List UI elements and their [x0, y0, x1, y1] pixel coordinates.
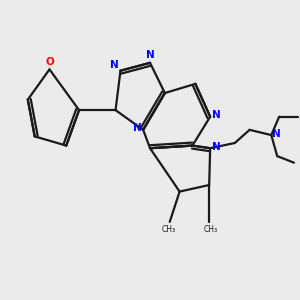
Text: N: N	[110, 60, 119, 70]
Text: CH₃: CH₃	[204, 225, 218, 234]
Text: N: N	[133, 123, 142, 133]
Text: N: N	[212, 142, 221, 152]
Text: CH₃: CH₃	[161, 225, 175, 234]
Text: N: N	[212, 110, 221, 120]
Text: N: N	[272, 130, 281, 140]
Text: O: O	[45, 57, 54, 67]
Text: N: N	[146, 50, 154, 60]
